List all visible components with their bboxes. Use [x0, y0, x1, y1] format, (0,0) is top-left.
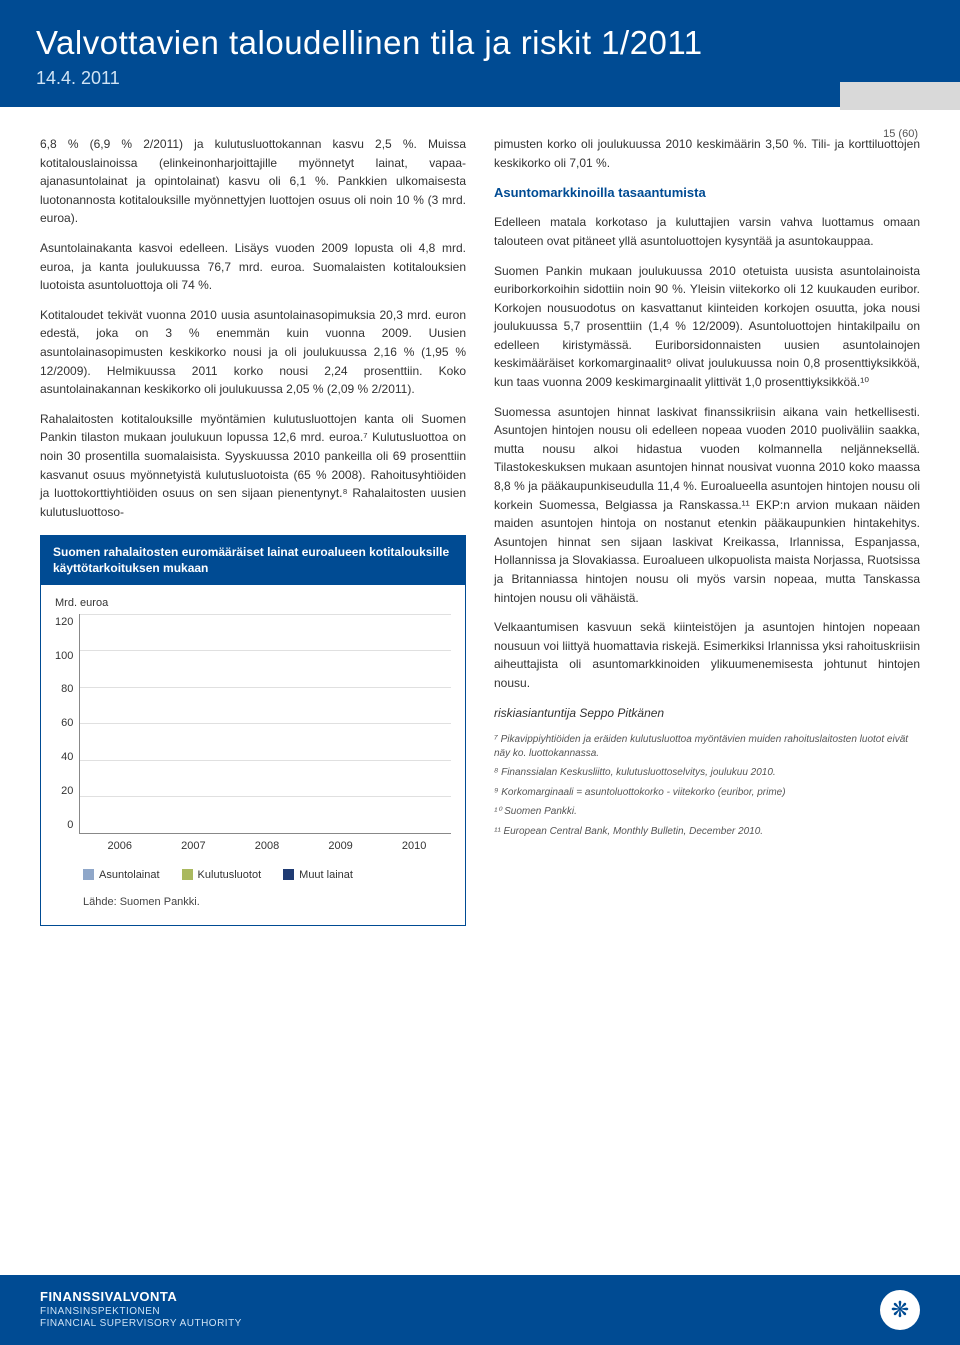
header-title: Valvottavien taloudellinen tila ja riski… — [36, 24, 924, 62]
chart-y-tick: 80 — [55, 681, 73, 698]
chart-container: Suomen rahalaitosten euromääräiset laina… — [40, 535, 466, 926]
chart-x-tick: 2006 — [83, 838, 157, 855]
left-p3: Kotitaloudet tekivät vuonna 2010 uusia a… — [40, 306, 466, 399]
chart-y-tick: 120 — [55, 614, 73, 631]
chart-legend-label: Muut lainat — [299, 869, 353, 881]
chart-x-tick: 2008 — [230, 838, 304, 855]
right-p4: Suomessa asuntojen hinnat laskivat finan… — [494, 403, 920, 608]
right-p3: Suomen Pankin mukaan joulukuussa 2010 ot… — [494, 262, 920, 392]
footnote-7: ⁷ Pikavippiyhtiöiden ja eräiden kulutusl… — [494, 733, 920, 760]
chart-legend-item: Kulutusluotot — [182, 867, 262, 884]
footnote-8: ⁸ Finanssialan Keskusliitto, kulutusluot… — [494, 766, 920, 780]
right-signature: riskiasiantuntija Seppo Pitkänen — [494, 704, 920, 723]
chart-y-tick: 40 — [55, 749, 73, 766]
footer-line3: FINANCIAL SUPERVISORY AUTHORITY — [40, 1318, 242, 1331]
footnote-11: ¹¹ European Central Bank, Monthly Bullet… — [494, 825, 920, 839]
chart-y-tick: 100 — [55, 648, 73, 665]
right-column: pimusten korko oli joulukuussa 2010 kesk… — [494, 135, 920, 926]
footnotes: ⁷ Pikavippiyhtiöiden ja eräiden kulutusl… — [494, 733, 920, 838]
chart-legend-swatch — [182, 869, 193, 880]
left-p4: Rahalaitosten kotitalouksille myöntämien… — [40, 410, 466, 522]
chart-x-tick: 2009 — [304, 838, 378, 855]
chart-y-tick: 0 — [55, 817, 73, 834]
page-number: 15 (60) — [883, 128, 918, 140]
chart-legend-label: Kulutusluotot — [198, 869, 262, 881]
chart-x-tick: 2007 — [157, 838, 231, 855]
right-p1: pimusten korko oli joulukuussa 2010 kesk… — [494, 135, 920, 172]
header-date: 14.4. 2011 — [36, 68, 924, 89]
chart-legend-item: Asuntolainat — [83, 867, 160, 884]
footer-logo-icon: ❋ — [880, 1290, 920, 1330]
chart-x-axis: 20062007200820092010 — [83, 838, 451, 855]
right-p5: Velkaantumisen kasvuun sekä kiinteistöje… — [494, 618, 920, 692]
footer-line2: FINANSINSPEKTIONEN — [40, 1306, 242, 1319]
content-area: 6,8 % (6,9 % 2/2011) ja kulutusluottokan… — [0, 107, 960, 946]
footnote-9: ⁹ Korkomarginaali = asuntoluottokorko - … — [494, 786, 920, 800]
chart-legend-item: Muut lainat — [283, 867, 353, 884]
right-heading: Asuntomarkkinoilla tasaantumista — [494, 183, 920, 203]
document-header: Valvottavien taloudellinen tila ja riski… — [0, 0, 960, 107]
header-notch — [840, 82, 960, 110]
chart-x-tick: 2010 — [377, 838, 451, 855]
left-p2: Asuntolainakanta kasvoi edelleen. Lisäys… — [40, 239, 466, 295]
chart-legend-swatch — [283, 869, 294, 880]
chart-y-label: Mrd. euroa — [55, 595, 451, 612]
right-p2: Edelleen matala korkotaso ja kuluttajien… — [494, 213, 920, 250]
left-column: 6,8 % (6,9 % 2/2011) ja kulutusluottokan… — [40, 135, 466, 926]
chart-plot-area — [79, 614, 451, 834]
chart-title: Suomen rahalaitosten euromääräiset laina… — [41, 536, 465, 584]
left-p1: 6,8 % (6,9 % 2/2011) ja kulutusluottokan… — [40, 135, 466, 228]
chart-source: Lähde: Suomen Pankki. — [83, 894, 451, 911]
chart-y-tick: 20 — [55, 783, 73, 800]
chart-body: Mrd. euroa 120100806040200 2006200720082… — [41, 585, 465, 925]
chart-legend-swatch — [83, 869, 94, 880]
chart-y-tick: 60 — [55, 715, 73, 732]
footer-text: FINANSSIVALVONTA FINANSINSPEKTIONEN FINA… — [40, 1289, 242, 1330]
chart-legend: Asuntolainat Kulutusluotot Muut lainat — [83, 867, 451, 884]
chart-plot: 120 100 80 60 40 20 0 — [55, 614, 451, 834]
footer: FINANSSIVALVONTA FINANSINSPEKTIONEN FINA… — [0, 1275, 960, 1345]
footnote-10: ¹⁰ Suomen Pankki. — [494, 805, 920, 819]
chart-y-axis: 120 100 80 60 40 20 0 — [55, 614, 79, 834]
footer-line1: FINANSSIVALVONTA — [40, 1289, 242, 1305]
chart-legend-label: Asuntolainat — [99, 869, 160, 881]
